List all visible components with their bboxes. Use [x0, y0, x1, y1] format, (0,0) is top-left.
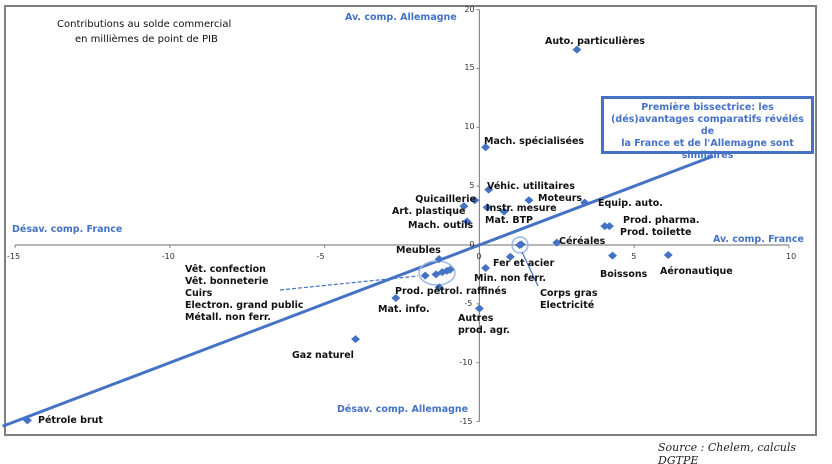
point-label: Auto. particulières [545, 36, 645, 47]
data-point [663, 251, 673, 260]
data-point [499, 207, 509, 216]
point-label: Min. non ferr. [474, 273, 546, 284]
data-point [462, 217, 472, 226]
point-label: Vêt. bonneterie [185, 276, 269, 287]
point-label: Aéronautique [660, 266, 733, 277]
point-label: Mat. BTP [485, 215, 534, 226]
data-point [516, 240, 526, 249]
data-point [481, 143, 491, 152]
point-label: Pétrole brut [38, 415, 103, 426]
data-point [22, 416, 32, 425]
y-tick-label: -15 [459, 416, 473, 426]
source-note: Source : Chelem, calculs DGTPE [658, 441, 796, 464]
bisector-callout: Première bissectrice: les (dés)avantages… [601, 96, 814, 161]
x-tick-label: -5 [316, 252, 325, 261]
point-label: Prod. pharma. [623, 215, 700, 226]
y-tick-label: 20 [464, 4, 475, 14]
quadrant-label-top: Av. comp. Allemagne [345, 12, 457, 23]
x-tick-label: 5 [631, 252, 637, 261]
point-label: Prod. pétrol. raffinés [395, 286, 507, 297]
point-label: prod. agr. [458, 325, 510, 336]
point-label: Meubles [396, 245, 441, 256]
point-label: Equip. auto. [598, 198, 663, 209]
data-point [604, 222, 614, 231]
x-tick-label: -10 [161, 252, 175, 261]
point-label: Quicaillerie [415, 194, 476, 205]
point-label: Fer et acier [493, 258, 555, 269]
data-point [459, 202, 469, 211]
y-tick-label: 0 [469, 240, 475, 249]
callout-line: Première bissectrice: les [641, 102, 774, 113]
callout-line: similaires [681, 150, 734, 161]
point-label: Véhic. utilitaires [487, 181, 575, 192]
point-label: Mach. outils [408, 220, 474, 231]
data-point [420, 271, 430, 280]
corps-gras-highlight-circle [511, 236, 529, 254]
x-tick-label: -15 [7, 252, 21, 261]
data-point [608, 251, 618, 260]
data-point [474, 304, 484, 313]
data-point [470, 196, 480, 205]
point-label: Electricité [540, 300, 595, 311]
point-label: Moteurs [538, 193, 583, 204]
point-label: Céréales [559, 236, 606, 247]
point-label: Cuirs [185, 288, 213, 299]
data-point [484, 185, 494, 194]
point-label: Métall. non ferr. [185, 312, 271, 323]
point-label: Art. plastique [392, 206, 466, 217]
data-point [572, 45, 582, 54]
point-label: Instr. mesure [486, 203, 557, 214]
data-point [391, 293, 401, 302]
y-tick-label: -5 [464, 298, 473, 308]
quadrant-label-right: Av. comp. France [713, 234, 804, 245]
point-label: Boissons [600, 269, 648, 280]
point-label: Autres [458, 313, 494, 324]
callout-line: (dés)avantages comparatifs révélés de [611, 114, 804, 137]
data-point [600, 222, 610, 231]
data-point [524, 196, 534, 205]
point-label: Vêt. confection [185, 264, 266, 275]
y-tick-label: 10 [464, 122, 475, 132]
data-point [505, 252, 515, 261]
point-label: Prod. toilette [620, 227, 692, 238]
x-tick-label: 10 [786, 252, 797, 261]
data-point [434, 255, 444, 264]
y-tick-label: -10 [459, 357, 473, 367]
chart-title-line-1: Contributions au solde commercial [57, 19, 232, 30]
data-point [445, 265, 455, 274]
y-tick-label: 5 [469, 181, 475, 191]
quadrant-label-bottom: Désav. comp. Allemagne [337, 404, 469, 415]
data-point [552, 238, 562, 247]
x-tick-label: 0 [476, 252, 482, 261]
point-label: Mat. info. [378, 304, 430, 315]
corps-gras-leader-line [521, 251, 539, 287]
quadrant-label-left: Désav. comp. France [12, 224, 123, 235]
chart-frame [4, 5, 817, 436]
data-point [434, 283, 444, 292]
point-label: Electron. grand public [185, 300, 304, 311]
chart-title-line-2: en millièmes de point de PIB [75, 34, 218, 45]
data-point [580, 198, 590, 207]
point-label: Corps gras [540, 288, 598, 299]
data-point [482, 203, 492, 212]
data-point [351, 335, 361, 344]
data-point [481, 263, 491, 272]
cluster-leader-line [279, 275, 419, 291]
callout-line: la France et de l'Allemagne sont [621, 138, 794, 149]
point-label: Mach. spécialisées [484, 136, 585, 147]
bisector-line [2, 154, 714, 428]
point-label: Gaz naturel [292, 350, 354, 361]
y-tick-label: 15 [464, 63, 475, 73]
